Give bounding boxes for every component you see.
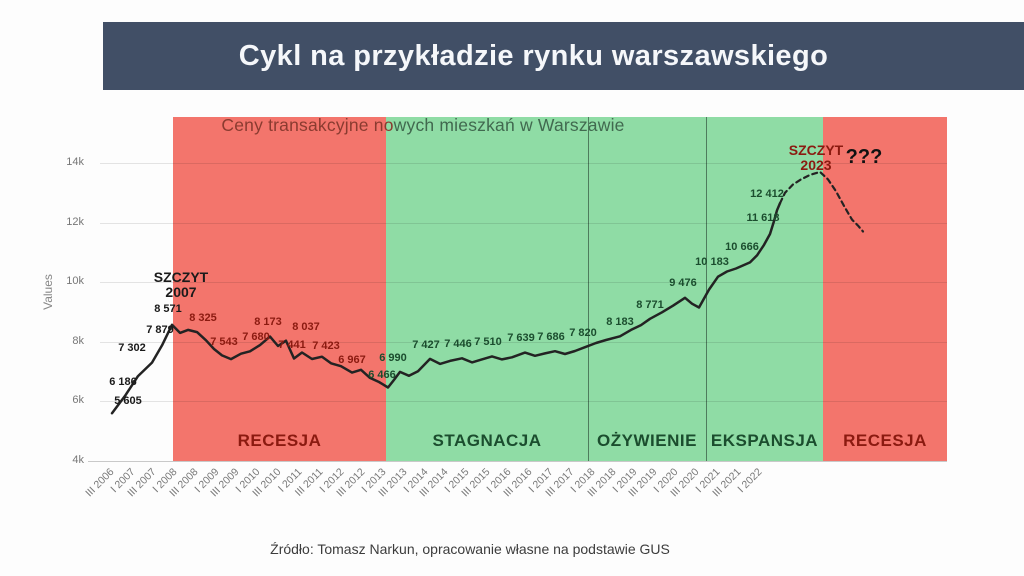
zone-band-ekspansja-3 [706,117,823,461]
data-point-label: 10 666 [725,241,759,254]
data-point-label: 10 183 [695,255,729,268]
phase-divider-line-1 [706,117,707,461]
annotation-line: ??? [845,146,883,168]
data-point-label: 7 639 [507,331,535,344]
data-point-label: 6 967 [338,353,366,366]
annotation-line: SZCZYT [153,269,209,285]
y-tick-label-8k: 8k [72,334,84,347]
page-title: Cykl na przykładzie rynku warszawskiego [238,39,829,72]
annotation-szczyt2007: SZCZYT 2007 [111,269,251,301]
y-tick-label-6k: 6k [72,394,84,407]
data-point-label: 8 037 [292,320,320,333]
data-point-label: 7 680 [242,331,270,344]
annotation-: ??? [794,146,934,168]
data-point-label: 7 441 [278,339,306,352]
chart-title-segment-0: Ceny transakcyjne no [221,115,394,135]
y-tick-label-14k: 14k [66,156,84,168]
header-bar: Cykl na przykładzie rynku warszawskiego [103,22,1024,90]
gridline-14k [100,163,947,164]
data-point-label: 6 466 [368,368,396,381]
annotation-line: SZCZYT [788,142,844,158]
data-point-label: 7 543 [210,336,238,349]
y-tick-label-12k: 12k [66,215,84,228]
annotation-line: 2023 [800,157,832,174]
y-tick-label-10k: 10k [66,275,84,288]
data-point-label: 7 423 [312,339,340,352]
x-axis-line [88,461,947,462]
data-point-label: 7 302 [118,341,146,354]
y-tick-label-4k: 4k [72,454,84,466]
data-point-label: 7 879 [146,324,174,337]
zone-label-recesja-4: RECESJA [843,431,927,450]
zone-label-ekspansja-3: EKSPANSJA [710,431,819,450]
zone-band-recesja-0 [173,117,386,461]
price-line-solid [110,201,782,415]
data-point-label: 7 510 [474,336,502,349]
data-point-label: 9 476 [669,276,697,289]
source-note: Źródło: Tomasz Narkun, opracowanie własn… [270,541,670,557]
phase-divider-line-0 [588,117,589,461]
zone-label-ożywienie-2: OŻYWIENIE [597,431,697,450]
annotation-line: 2007 [165,284,197,301]
data-point-label: 8 183 [606,316,634,329]
data-point-label: 11 618 [746,211,780,224]
zone-label-recesja-0: RECESJA [237,431,322,450]
zone-band-stagnacja-1 [386,117,588,461]
data-point-label: 7 427 [412,338,440,351]
gridline-10k [100,282,947,284]
data-point-label: 8 173 [254,315,282,328]
data-point-label: 8 771 [636,298,664,311]
data-point-label: 8 325 [189,312,217,325]
data-point-label: 7 446 [444,338,472,351]
zone-label-stagnacja-1: STAGNACJA [432,431,542,450]
gridline-12k [100,222,947,224]
data-point-label: 7 686 [537,331,565,344]
zone-band-ożywienie-2 [588,117,706,461]
chart-title: Ceny transakcyjne nowych mieszkań w Wars… [173,115,673,136]
chart-title-segment-1: wych mieszkań w Warszawie [393,115,625,135]
gridline-8k [100,341,947,343]
price-line-dashed [778,170,865,233]
data-point-label: 12 412 [750,188,784,201]
data-point-label: 5 605 [114,395,142,408]
annotation-szczyt2023: SZCZYT 2023 [746,142,886,174]
data-point-label: 7 820 [569,327,597,340]
data-point-label: 8 571 [154,302,182,315]
data-point-label: 6 990 [379,351,407,364]
zone-band-recesja-4 [823,117,947,461]
data-point-label: 6 186 [109,375,137,388]
gridline-6k [100,401,947,403]
